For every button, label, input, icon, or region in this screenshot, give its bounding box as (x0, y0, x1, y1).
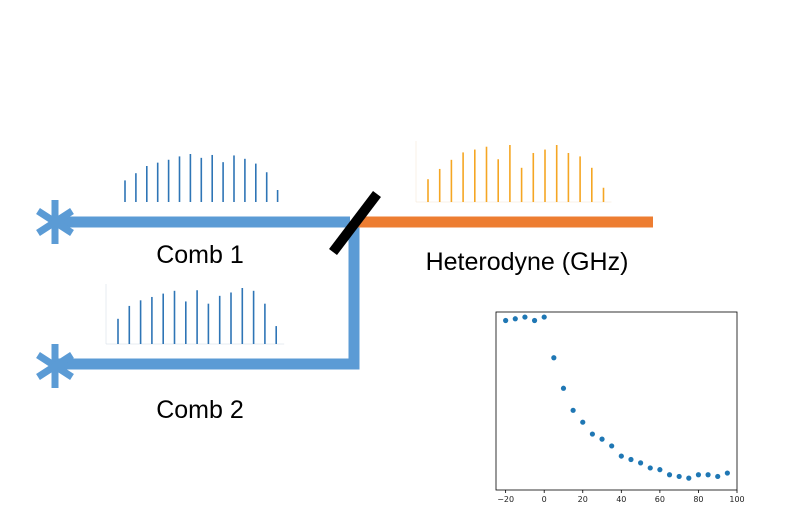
comb1-label: Comb 1 (156, 241, 244, 269)
scatter-point (589, 431, 596, 437)
scatter-point (724, 470, 730, 476)
x-tick-label: 60 (655, 495, 665, 504)
scatter-point (570, 407, 576, 413)
x-tick-label: 40 (616, 495, 626, 504)
scatter-point (715, 473, 721, 480)
comb2-label: Comb 2 (156, 396, 244, 424)
scatter-point (647, 465, 653, 471)
comb1-spectrum (124, 154, 279, 202)
scatter-point (618, 453, 624, 459)
scatter-point (512, 316, 518, 322)
heterodyne-spectrum (415, 141, 612, 203)
plot-frame (495, 311, 738, 491)
scatter-point (560, 385, 567, 391)
scatter-point (551, 355, 557, 361)
scatter-point (531, 317, 538, 324)
x-tick-label: 20 (578, 495, 588, 504)
comb2-beam (52, 224, 360, 370)
inset-scatter-plot: −20 0 20 40 60 80 100 (495, 311, 745, 504)
scatter-point (522, 314, 528, 320)
scatter-point (676, 473, 682, 480)
heterodyne-label: Heterodyne (GHz) (426, 248, 629, 276)
x-tick-label: 0 (542, 495, 547, 504)
scatter-point (580, 419, 586, 425)
scatter-point (638, 460, 644, 466)
scatter-point (686, 475, 692, 481)
asterisk-laser-source-icon (36, 344, 74, 388)
scatter-point (503, 317, 509, 324)
scatter-points (503, 314, 730, 481)
x-tick-label: 100 (729, 495, 744, 504)
scatter-point (695, 472, 702, 478)
beam-splitter-icon (329, 190, 381, 256)
asterisk-laser-source-icon (36, 200, 74, 244)
scatter-point (599, 436, 605, 442)
scatter-point (541, 314, 547, 320)
comb2-spectrum (105, 284, 285, 345)
scatter-point (657, 467, 663, 473)
x-tick-label: −20 (497, 495, 514, 504)
x-axis-ticks: −20 0 20 40 60 80 100 (497, 490, 745, 504)
scatter-point (628, 456, 634, 463)
scatter-point (666, 472, 673, 478)
scatter-point (705, 472, 711, 478)
scatter-point (609, 443, 615, 449)
x-tick-label: 80 (693, 495, 703, 504)
